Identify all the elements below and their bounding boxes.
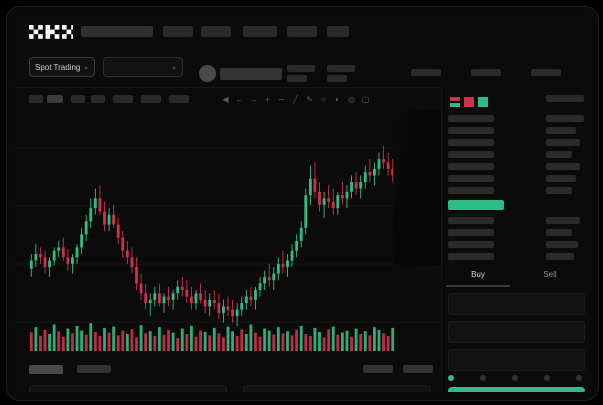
bottom-tabs [15, 359, 439, 379]
timeframe-3[interactable] [71, 95, 85, 103]
book-asks-icon[interactable] [464, 94, 474, 107]
ask-row-price[interactable] [448, 139, 494, 146]
eye-icon[interactable]: ◐ [335, 95, 340, 104]
tab-buy[interactable]: Buy [471, 270, 485, 279]
order-amount-input[interactable] [448, 321, 585, 343]
amount-slider[interactable] [448, 373, 585, 383]
bottom-tab-1[interactable] [29, 365, 63, 373]
buy-sell-tabs: Buy Sell [446, 267, 587, 289]
book-bids-icon[interactable] [478, 94, 488, 107]
redo-icon[interactable]: → [249, 95, 258, 104]
slider-dot-3[interactable] [544, 375, 550, 381]
ask-row-amount[interactable] [546, 163, 580, 170]
okx-logo-icon[interactable] [29, 25, 73, 39]
lock-icon[interactable]: ◎ [348, 95, 355, 104]
ask-row-price[interactable] [448, 115, 494, 122]
brush-icon[interactable]: ✎ [306, 95, 313, 104]
bid-row-amount[interactable] [546, 241, 578, 248]
nav-item-3[interactable] [243, 26, 277, 37]
bottom-tab-3[interactable] [363, 365, 393, 373]
chevron-down-icon: ⌄ [83, 64, 89, 71]
ask-row-amount[interactable] [546, 127, 576, 134]
order-price-input[interactable] [448, 293, 585, 315]
timeframe-5[interactable] [113, 95, 133, 103]
chart-overlay-shadow [393, 110, 441, 265]
bid-row-amount[interactable] [546, 229, 572, 236]
orderbook-panel: Buy Sell [441, 87, 590, 392]
stat-1-label [287, 65, 315, 72]
magnet-icon[interactable]: ○ [321, 95, 326, 104]
ask-row-price[interactable] [448, 127, 494, 134]
bid-row-amount[interactable] [546, 253, 574, 260]
stat-5-value [531, 69, 561, 76]
bid-row-price[interactable] [448, 241, 494, 248]
stat-3-value [411, 69, 441, 76]
volume-chart [15, 311, 439, 357]
timeframe-4[interactable] [91, 95, 105, 103]
coin-avatar [199, 65, 216, 82]
trash-icon[interactable]: ▢ [361, 95, 370, 104]
spread-price-highlight [448, 200, 504, 210]
bid-row-amount[interactable] [546, 217, 580, 224]
stat-2-value [327, 75, 347, 82]
slider-dot-2[interactable] [512, 375, 518, 381]
price-chart[interactable] [15, 110, 439, 360]
ask-row-price[interactable] [448, 187, 494, 194]
market-type-label: Spot Trading [35, 62, 81, 72]
bottom-field-2[interactable] [243, 385, 431, 392]
search-input[interactable] [81, 26, 153, 37]
timeframe-6[interactable] [141, 95, 161, 103]
crosshair-icon[interactable]: + [265, 95, 270, 104]
bid-row-price[interactable] [448, 217, 494, 224]
slider-dot-0[interactable] [448, 375, 454, 381]
timeframe-2-active[interactable] [47, 95, 63, 103]
nav-item-2[interactable] [201, 26, 231, 37]
undo-icon[interactable]: ← [235, 95, 244, 104]
bid-row-price[interactable] [448, 229, 494, 236]
pair-name-label [220, 68, 282, 80]
stat-2-label [327, 65, 355, 72]
orderbook-tools [446, 91, 587, 107]
trendline-icon[interactable]: ╱ [293, 95, 298, 104]
timeframe-1[interactable] [29, 95, 43, 103]
top-navigation [15, 15, 590, 49]
stat-1-value [287, 75, 307, 82]
pair-select[interactable]: ⌄ [103, 57, 183, 77]
chevron-down-icon-2: ⌄ [171, 64, 177, 71]
bottom-tab-4[interactable] [403, 365, 433, 373]
order-total-input[interactable] [448, 349, 585, 371]
bottom-tab-underline [29, 372, 63, 374]
bottom-field-1[interactable] [29, 385, 227, 392]
buy-tab-underline [446, 285, 510, 287]
submit-buy-button[interactable] [448, 387, 585, 392]
slider-dot-1[interactable] [480, 375, 486, 381]
nav-item-1[interactable] [163, 26, 193, 37]
app-screen: Spot Trading ⌄ ⌄ [15, 15, 590, 392]
ask-row-amount[interactable] [546, 139, 580, 146]
bottom-tab-2[interactable] [77, 365, 111, 373]
nav-item-4[interactable] [287, 26, 317, 37]
slider-dot-4[interactable] [576, 375, 582, 381]
ask-row-amount[interactable] [546, 175, 576, 182]
market-type-select[interactable]: Spot Trading ⌄ [29, 57, 95, 77]
orderbook-depth-select[interactable] [546, 95, 584, 102]
stat-4-value [471, 69, 501, 76]
ask-row-amount[interactable] [546, 187, 572, 194]
book-both-icon[interactable] [450, 94, 460, 107]
bid-row-price[interactable] [448, 253, 494, 260]
ask-row-price[interactable] [448, 151, 494, 158]
ask-row-amount[interactable] [546, 115, 584, 122]
nav-item-5[interactable] [327, 26, 349, 37]
ask-row-amount[interactable] [546, 151, 572, 158]
ask-row-price[interactable] [448, 175, 494, 182]
timeframe-7[interactable] [169, 95, 189, 103]
ask-row-price[interactable] [448, 163, 494, 170]
device-bezel: Spot Trading ⌄ ⌄ [6, 6, 599, 401]
tab-sell[interactable]: Sell [543, 270, 557, 279]
wave-icon[interactable]: ∼ [278, 95, 285, 104]
cursor-icon[interactable]: ◀ [222, 95, 229, 104]
